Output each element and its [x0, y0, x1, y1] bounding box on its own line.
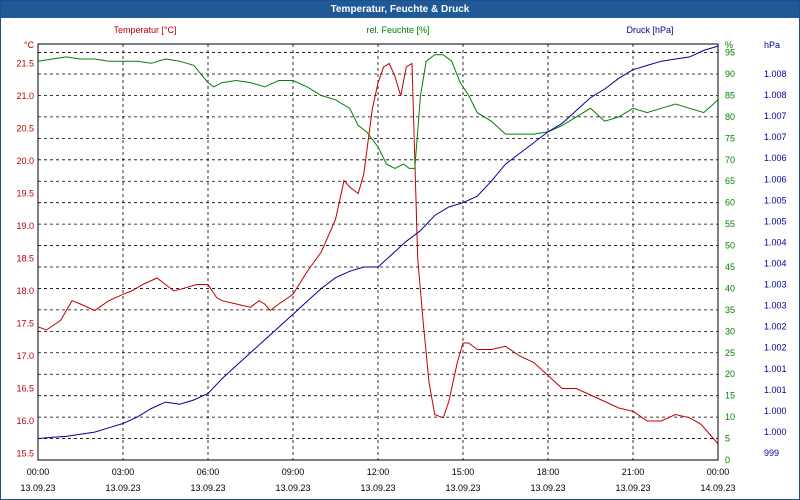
pressure-tick-label: 1.008	[764, 69, 787, 79]
temperature-tick-label: 16.5	[16, 384, 34, 394]
temperature-tick-label: 21.0	[16, 91, 34, 101]
pressure-tick-label: 1.007	[764, 111, 787, 121]
pressure-tick-label: 1.005	[764, 195, 787, 205]
x-tick-date: 14.09.23	[700, 483, 735, 493]
x-tick-time: 18:00	[537, 467, 560, 477]
pressure-series-line	[37, 45, 719, 440]
pressure-tick-label: 1.000	[764, 406, 787, 416]
pressure-tick-label: 999	[764, 448, 779, 458]
pressure-tick-label: 1.002	[764, 322, 787, 332]
pressure-tick-label: 1.006	[764, 153, 787, 163]
temperature-tick-label: 17.5	[16, 319, 34, 329]
humidity-tick-label: 90	[725, 69, 735, 79]
humidity-tick-label: 15	[725, 391, 735, 401]
pressure-tick-label: 1.004	[764, 259, 787, 269]
chart-title: Temperatur, Feuchte & Druck	[1, 1, 799, 18]
x-tick-time: 06:00	[197, 467, 220, 477]
pressure-tick-label: 1.002	[764, 343, 787, 353]
humidity-tick-label: 20	[725, 369, 735, 379]
humidity-tick-label: 95	[725, 48, 735, 58]
temperature-tick-label: 17.0	[16, 351, 34, 361]
pressure-tick-label: 1.001	[764, 385, 787, 395]
x-tick-date: 13.09.23	[530, 483, 565, 493]
humidity-tick-label: 70	[725, 155, 735, 165]
humidity-series-line	[37, 54, 719, 169]
temperature-tick-label: 19.0	[16, 221, 34, 231]
temperature-tick-label: 18.0	[16, 286, 34, 296]
pressure-tick-label: 1.006	[764, 174, 787, 184]
x-tick-time: 21:00	[622, 467, 645, 477]
humidity-tick-label: 60	[725, 198, 735, 208]
humidity-axis-unit: %	[725, 40, 733, 50]
temperature-tick-label: 21.5	[16, 59, 34, 69]
x-tick-date: 13.09.23	[360, 483, 395, 493]
humidity-tick-label: 75	[725, 133, 735, 143]
temperature-series-line	[37, 62, 719, 445]
humidity-tick-label: 65	[725, 176, 735, 186]
temperature-tick-label: 20.0	[16, 156, 34, 166]
grid	[38, 44, 718, 460]
x-tick-time: 00:00	[707, 467, 730, 477]
legend-humidity: rel. Feuchte [%]	[366, 25, 429, 35]
pressure-tick-label: 1.007	[764, 132, 787, 142]
pressure-tick-label: 1.003	[764, 280, 787, 290]
x-tick-time: 15:00	[452, 467, 475, 477]
axis-layer: 00:00 13.09.23 03:00 13.09.23 06:00 13.09.23 0…	[16, 48, 786, 493]
temperature-tick-label: 18.5	[16, 254, 34, 264]
temperature-tick-label: 20.5	[16, 124, 34, 134]
series-layer	[37, 45, 719, 445]
humidity-tick-label: 40	[725, 283, 735, 293]
pressure-tick-label: 1.001	[764, 364, 787, 374]
temperature-tick-label: 15.5	[16, 449, 34, 459]
x-tick-time: 12:00	[367, 467, 390, 477]
pressure-tick-label: 1.003	[764, 301, 787, 311]
humidity-tick-label: 85	[725, 90, 735, 100]
left-axis-unit: °C	[24, 40, 35, 50]
x-tick-date: 13.09.23	[105, 483, 140, 493]
legend-temperature: Temperatur [°C]	[113, 25, 176, 35]
humidity-tick-label: 0	[725, 455, 730, 465]
pressure-tick-label: 1.008	[764, 90, 787, 100]
temperature-tick-label: 19.5	[16, 189, 34, 199]
humidity-tick-label: 25	[725, 348, 735, 358]
pressure-axis-unit: hPa	[764, 40, 780, 50]
x-tick-date: 13.09.23	[20, 483, 55, 493]
plot-area-border	[37, 43, 719, 461]
x-tick-date: 13.09.23	[445, 483, 480, 493]
humidity-tick-label: 45	[725, 262, 735, 272]
legend-pressure: Druck [hPa]	[626, 25, 673, 35]
temperature-tick-label: 16.0	[16, 416, 34, 426]
humidity-tick-label: 10	[725, 412, 735, 422]
x-tick-date: 13.09.23	[190, 483, 225, 493]
pressure-tick-label: 1.005	[764, 216, 787, 226]
humidity-tick-label: 5	[725, 434, 730, 444]
humidity-tick-label: 55	[725, 219, 735, 229]
x-tick-time: 09:00	[282, 467, 305, 477]
x-tick-time: 00:00	[27, 467, 50, 477]
x-tick-date: 13.09.23	[275, 483, 310, 493]
x-tick-date: 13.09.23	[615, 483, 650, 493]
humidity-tick-label: 50	[725, 241, 735, 251]
humidity-tick-label: 80	[725, 112, 735, 122]
pressure-tick-label: 1.004	[764, 237, 787, 247]
pressure-tick-label: 1.000	[764, 427, 787, 437]
humidity-tick-label: 30	[725, 326, 735, 336]
humidity-tick-label: 35	[725, 305, 735, 315]
x-tick-time: 03:00	[112, 467, 135, 477]
